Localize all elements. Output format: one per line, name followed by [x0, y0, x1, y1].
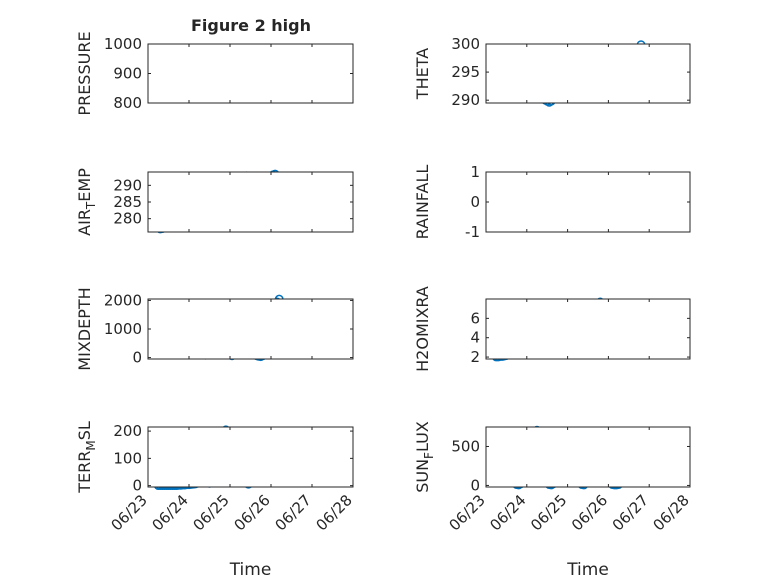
y-tick-label: 2000 [104, 291, 142, 309]
x-tick-label: 06/28 [650, 491, 693, 534]
subplot-2: 290 295 300 THETA [413, 35, 691, 109]
y-tick-label: 0 [132, 349, 142, 367]
x-axis-label: Time [229, 560, 272, 580]
subplot-4: -1 0 1 RAINFALL [413, 163, 691, 241]
y-axis-label: H2OMIXRA [413, 286, 432, 372]
axes-frame [147, 426, 354, 488]
x-tick-label: 06/23 [108, 491, 151, 534]
axes-frame [147, 298, 354, 360]
y-axis-label-subscript: T [84, 201, 98, 210]
axes-frame [485, 171, 691, 233]
x-tick-label: 06/27 [272, 491, 315, 534]
y-axis-label-main: SUN [413, 459, 432, 493]
y-tick-label: 300 [451, 35, 480, 53]
x-tick-label: 06/24 [486, 491, 529, 534]
x-tick-label: 06/28 [313, 491, 356, 534]
y-axis-label: SUNFLUX [413, 421, 436, 493]
x-tick-label: 06/25 [190, 491, 233, 534]
y-tick-label: 200 [113, 422, 142, 440]
y-tick-label: 290 [113, 176, 142, 194]
figure-title: Figure 2 high [191, 16, 311, 35]
axes-frame [485, 426, 691, 488]
axes-frame [147, 171, 354, 233]
x-tick-label: 06/27 [609, 491, 652, 534]
axes-frame [147, 43, 354, 104]
subplot-6: 24 6 H2OMIXRA [413, 286, 691, 372]
y-axis-label: RAINFALL [413, 165, 432, 240]
y-tick-label: 6 [470, 309, 480, 327]
y-tick-label: 0 [470, 476, 480, 494]
y-axis-label: MIXDEPTH [75, 287, 94, 370]
y-axis-label: TERRMSL [75, 421, 98, 494]
y-tick-label: 1000 [104, 35, 142, 53]
x-tick-label: 06/25 [527, 491, 570, 534]
y-axis-label-subscript: M [84, 440, 98, 450]
y-tick-label: 290 [451, 91, 480, 109]
x-tick-label: 06/26 [231, 491, 274, 534]
x-axis-label: Time [566, 560, 609, 580]
x-tick-label: 06/26 [568, 491, 611, 534]
y-axis-label-rest: EMP [75, 168, 94, 202]
y-axis-label-main: AIR [75, 209, 94, 236]
y-tick-label: 1000 [104, 320, 142, 338]
y-tick-label: 285 [113, 193, 142, 211]
y-tick-label: 280 [113, 210, 142, 228]
y-tick-label: 800 [113, 94, 142, 112]
x-tick-label: 06/23 [446, 491, 489, 534]
y-tick-label: 4 [470, 329, 480, 347]
y-axis-label: THETA [413, 48, 432, 100]
y-tick-label: 0 [132, 477, 142, 495]
subplot-1: 800 900 1000 PRESSURE [75, 31, 354, 116]
y-tick-label: 500 [451, 437, 480, 455]
x-tick-label: 06/24 [149, 491, 192, 534]
y-tick-label: 1 [470, 163, 480, 181]
axes-frame [485, 43, 691, 104]
y-axis-label: PRESSURE [75, 31, 94, 115]
subplot-5: 0 1000 2000 MIXDEPTH [75, 287, 354, 371]
y-tick-label: 295 [451, 63, 480, 81]
y-tick-label: 100 [113, 449, 142, 467]
y-tick-label: 2 [470, 348, 480, 366]
y-axis-label: AIRTEMP [75, 168, 98, 236]
y-tick-label: -1 [465, 223, 480, 241]
y-axis-label-rest: LUX [413, 421, 432, 452]
axes-frame [485, 298, 691, 360]
y-axis-label-main: TERR [75, 451, 94, 494]
y-tick-label: 900 [113, 65, 142, 83]
y-axis-label-rest: SL [75, 421, 94, 440]
y-axis-label-subscript: F [422, 452, 436, 459]
y-tick-label: 0 [470, 193, 480, 211]
